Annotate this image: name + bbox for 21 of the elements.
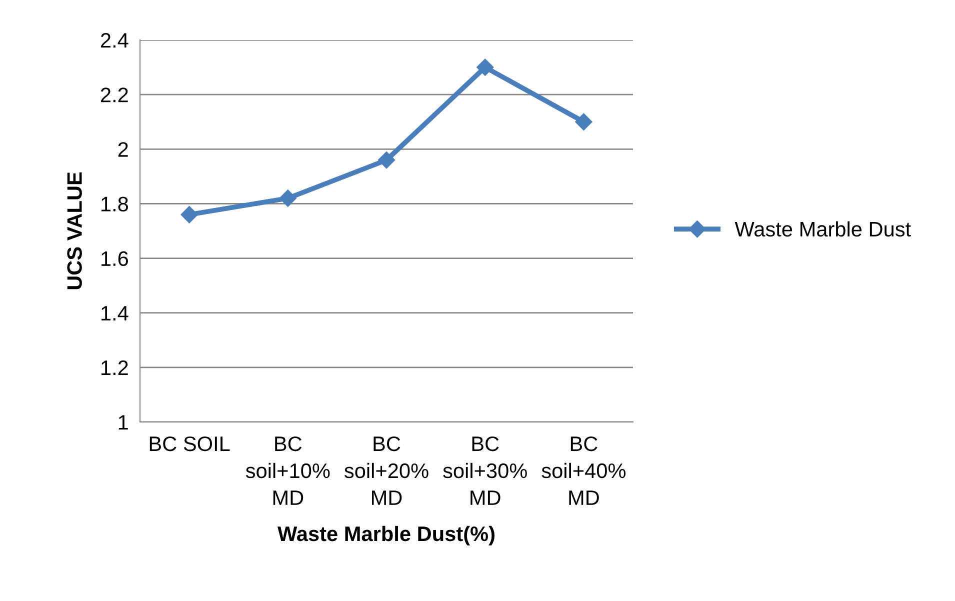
y-tick-label: 1.4 bbox=[102, 306, 128, 320]
legend-label: Waste Marble Dust bbox=[734, 221, 911, 237]
y-tick-label: 2.4 bbox=[100, 33, 128, 48]
y-tick-label: 1.8 bbox=[102, 196, 128, 212]
y-tick-label: 2 bbox=[118, 142, 128, 157]
y-tick-label: 1 bbox=[118, 415, 128, 430]
x-tick-label: BC SOIL bbox=[150, 436, 230, 452]
x-tick-label: BC soil+10% MD bbox=[246, 436, 330, 505]
y-axis-title: UCS VALUE bbox=[67, 172, 82, 290]
point bbox=[279, 190, 296, 207]
x-tick-label: BC soil+30% MD bbox=[443, 436, 527, 505]
point bbox=[378, 152, 396, 169]
y-tick-label: 1.6 bbox=[102, 251, 128, 266]
point bbox=[476, 58, 494, 76]
y-tick-label: 1.2 bbox=[102, 360, 128, 375]
point bbox=[180, 206, 198, 224]
x-tick-label: BC soil+20% MD bbox=[344, 436, 428, 505]
point bbox=[575, 113, 592, 130]
x-axis-title: Waste Marble Dust(%) bbox=[278, 526, 494, 546]
y-tick-label: 2.2 bbox=[100, 88, 128, 102]
x-tick-label: BC soil+40% MD bbox=[542, 436, 626, 505]
